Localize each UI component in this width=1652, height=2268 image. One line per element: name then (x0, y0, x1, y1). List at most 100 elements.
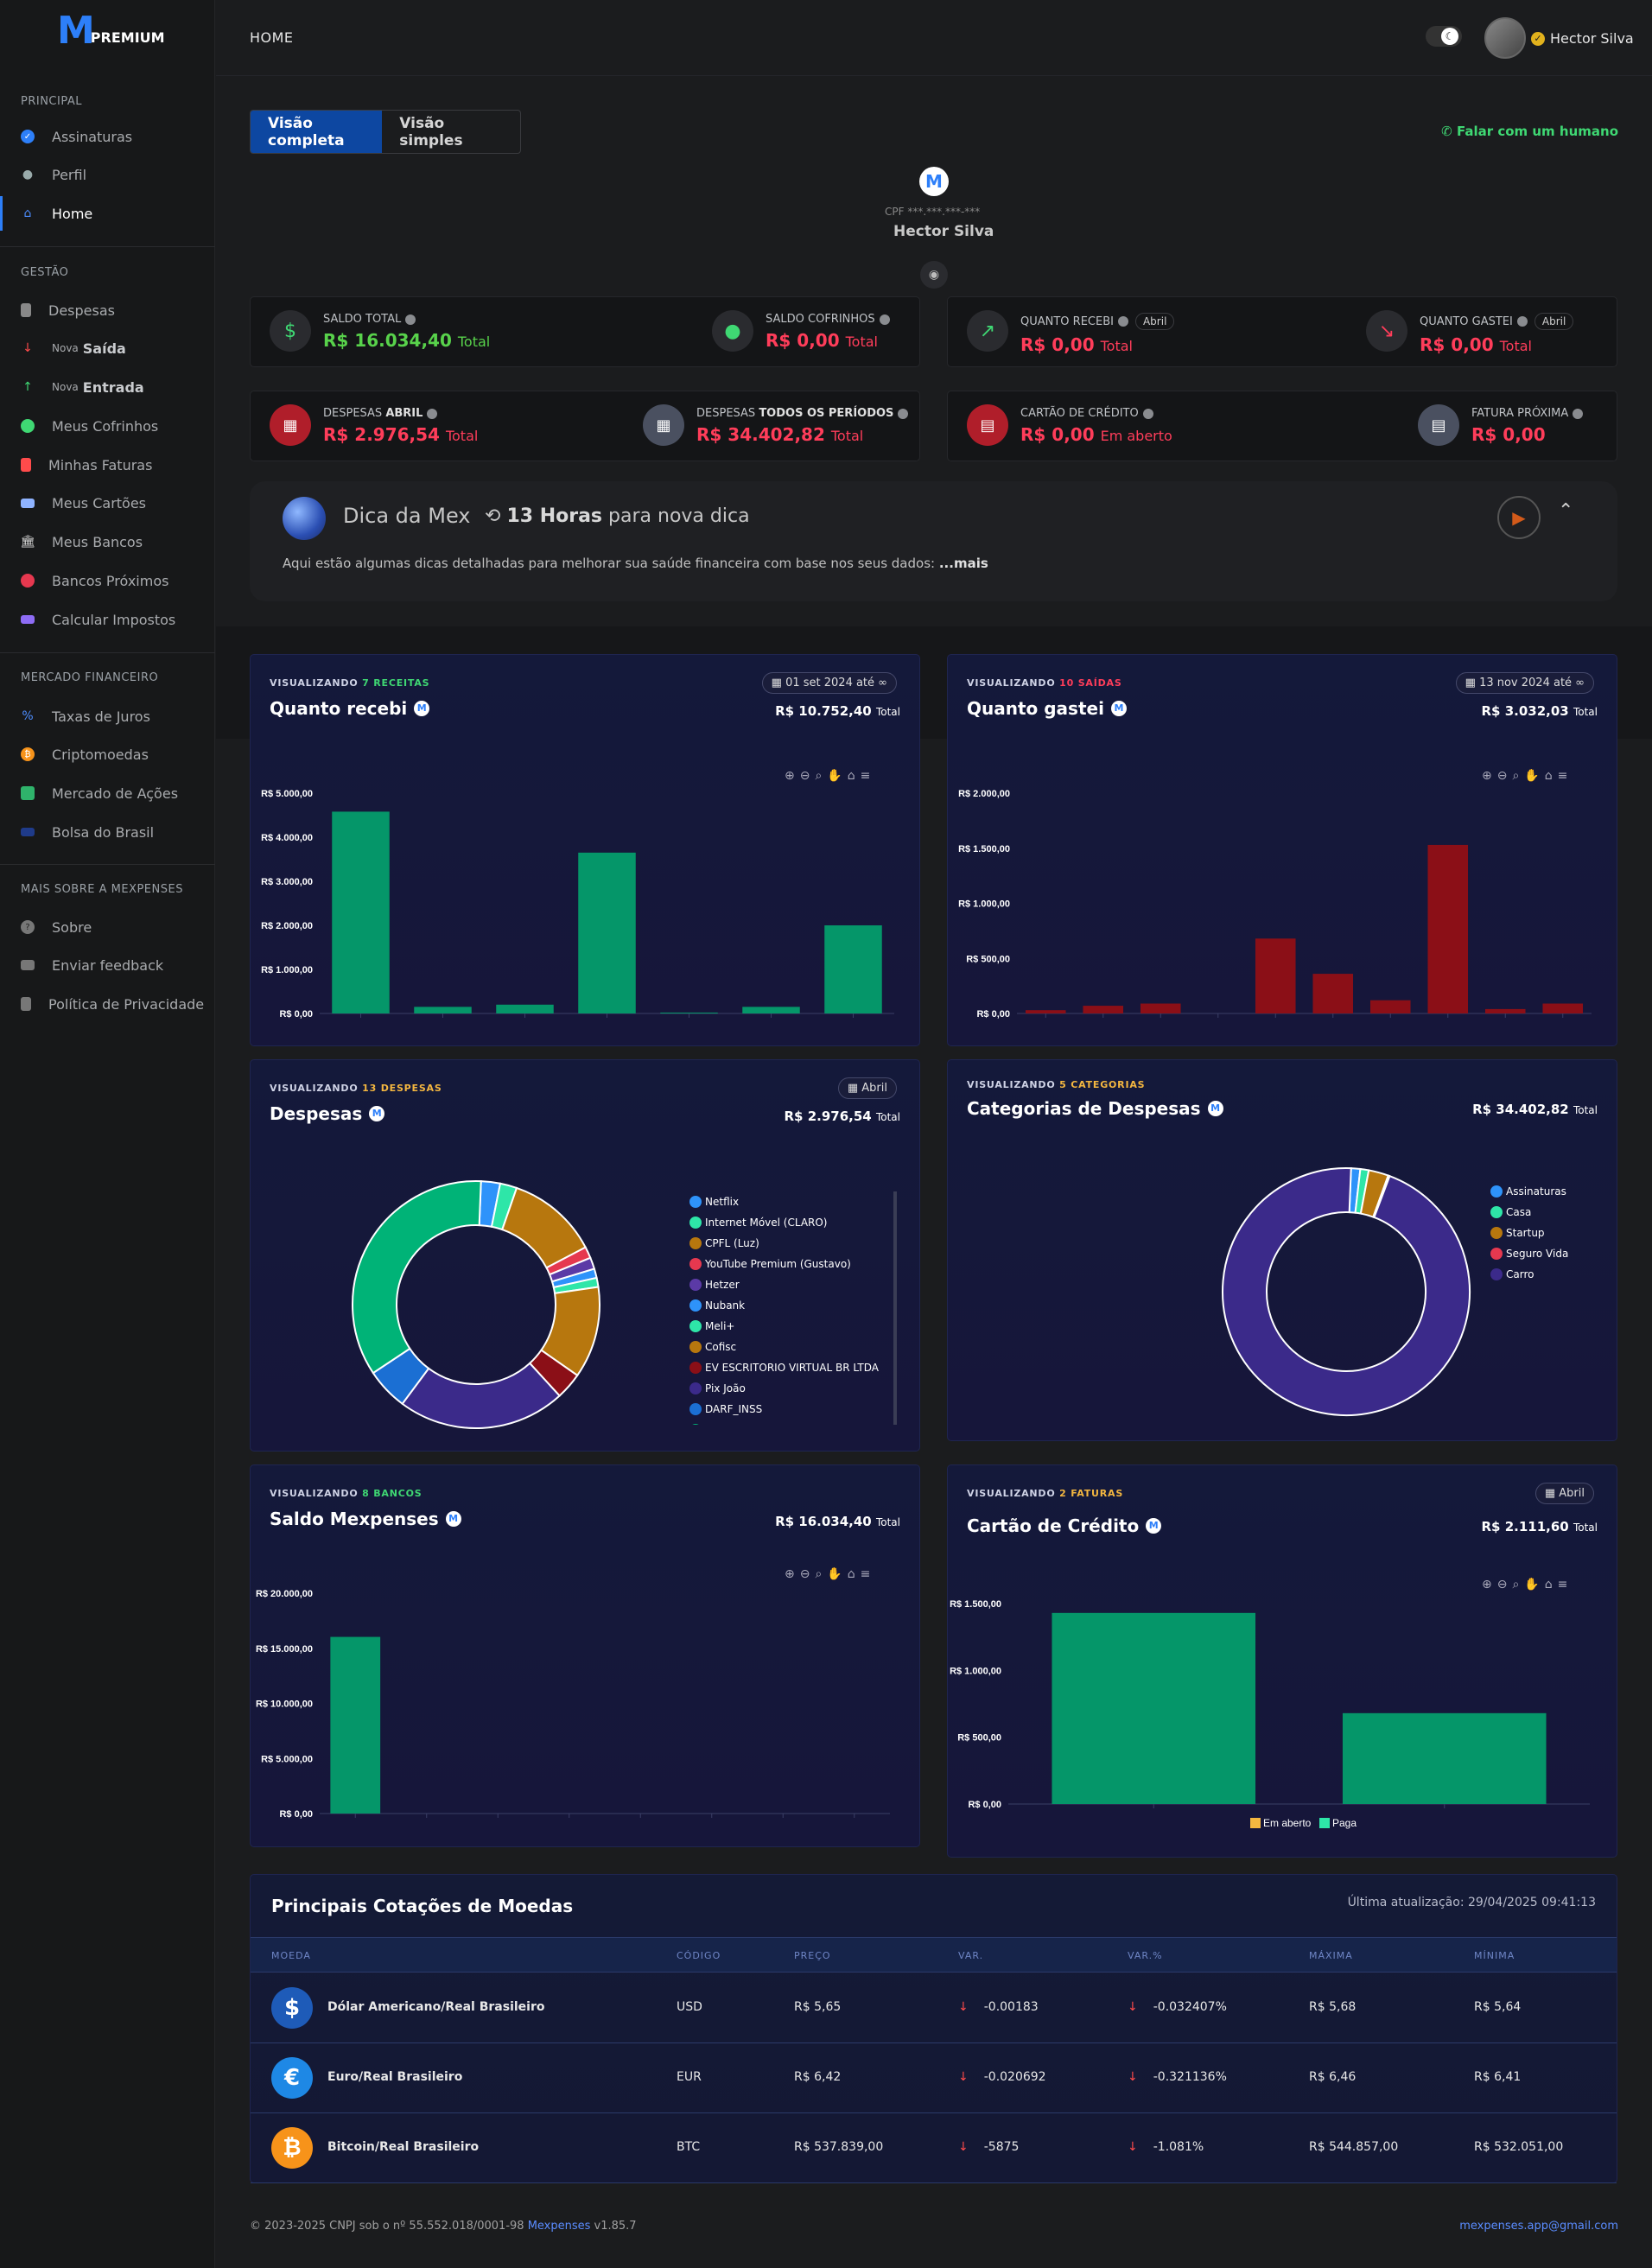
bar[interactable] (330, 1636, 381, 1814)
mex-icon[interactable]: M (445, 1511, 461, 1527)
reset-home-icon[interactable]: ⌂ (1544, 769, 1558, 783)
sidebar-item-faturas[interactable]: Minhas Faturas (0, 448, 215, 482)
zoom-icon[interactable]: ⌕ (1512, 769, 1525, 783)
zoom-icon[interactable]: ⌕ (1512, 1578, 1525, 1591)
bar[interactable] (414, 1007, 472, 1013)
legend-item[interactable]: Cofisc (689, 1337, 893, 1357)
bar[interactable] (578, 852, 636, 1013)
chart-toolbar[interactable]: ⊕⊖⌕✋⌂≡ (1482, 769, 1573, 783)
info-icon[interactable] (1573, 408, 1584, 419)
month-pill[interactable]: Abril (1134, 313, 1175, 330)
simple-view-button[interactable]: Visão simples (399, 114, 463, 149)
footer-email-link[interactable]: mexpenses.app@gmail.com (1459, 2220, 1618, 2233)
pan-icon[interactable]: ✋ (1524, 769, 1545, 783)
chart-legend[interactable]: Netflix Internet Móvel (CLARO) CPFL (Luz) Y… (689, 1191, 897, 1425)
chart-toolbar[interactable]: ⊕⊖⌕✋⌂≡ (1482, 1578, 1573, 1591)
zoom-out-icon[interactable]: ⊖ (799, 769, 816, 783)
reset-home-icon[interactable]: ⌂ (847, 769, 861, 783)
zoom-in-icon[interactable]: ⊕ (1482, 769, 1497, 783)
legend-item[interactable]: Startup (1490, 1223, 1611, 1243)
info-icon[interactable] (1117, 316, 1128, 327)
sidebar-item-nova-saida[interactable]: ↓ Nova Saída (0, 331, 215, 365)
talk-to-human-link[interactable]: ✆ Falar com um humano (1441, 124, 1618, 139)
sidebar-item-perfil[interactable]: ● Perfil (0, 157, 215, 192)
zoom-icon[interactable]: ⌕ (815, 1567, 828, 1581)
sidebar-item-bancos-proximos[interactable]: Bancos Próximos (0, 563, 215, 598)
app-logo[interactable]: M PREMIUM (57, 12, 165, 50)
zoom-in-icon[interactable]: ⊕ (1482, 1578, 1497, 1591)
table-row[interactable]: € Euro/Real Brasileiro EUR R$ 6,42 ↓ -0.02069… (251, 2043, 1617, 2113)
month-filter-pill[interactable]: ▦ Abril (1534, 1483, 1594, 1504)
legend-item[interactable]: Netflix (689, 1191, 893, 1212)
full-view-button[interactable]: Visão completa (251, 111, 383, 153)
legend-item[interactable]: Fiesta (689, 1420, 893, 1425)
avatar[interactable] (1484, 17, 1526, 59)
bar[interactable] (742, 1007, 800, 1013)
user-menu[interactable]: ✓ Hector Silva (1531, 30, 1634, 47)
sidebar-item-cofrinhos[interactable]: Meus Cofrinhos (0, 409, 215, 443)
legend-item[interactable]: Hetzer (689, 1274, 893, 1295)
sidebar-item-acoes[interactable]: Mercado de Ações (0, 776, 215, 810)
mex-icon[interactable]: M (1110, 701, 1127, 716)
menu-icon[interactable]: ≡ (860, 769, 876, 783)
zoom-icon[interactable]: ⌕ (815, 769, 828, 783)
info-icon[interactable] (1142, 408, 1153, 419)
legend-item[interactable]: Seguro Vida (1490, 1243, 1611, 1264)
mex-icon[interactable]: M (414, 701, 430, 716)
bar[interactable] (1140, 1003, 1181, 1013)
sidebar-item-cartoes[interactable]: Meus Cartões (0, 486, 215, 520)
bar[interactable] (1369, 1000, 1411, 1013)
play-button[interactable]: ▶ (1497, 496, 1541, 539)
legend-item[interactable]: Pix João (689, 1378, 893, 1399)
legend-item[interactable]: Internet Móvel (CLARO) (689, 1212, 893, 1233)
sidebar-item-impostos[interactable]: Calcular Impostos (0, 602, 215, 637)
table-row[interactable]: $ Dólar Americano/Real Brasileiro USD R$ 5,… (251, 1973, 1617, 2043)
bar[interactable] (1427, 844, 1469, 1013)
legend-label[interactable]: Paga (1332, 1817, 1357, 1829)
bar[interactable] (1255, 938, 1296, 1013)
mex-icon[interactable]: M (1207, 1101, 1223, 1116)
sidebar-item-cripto[interactable]: ₿ Criptomoedas (0, 737, 215, 772)
zoom-out-icon[interactable]: ⊖ (1496, 1578, 1513, 1591)
zoom-in-icon[interactable]: ⊕ (785, 1567, 800, 1581)
sidebar-item-nova-entrada[interactable]: ↑ Nova Entrada (0, 370, 215, 404)
sidebar-item-sobre[interactable]: ? Sobre (0, 910, 215, 944)
info-icon[interactable] (898, 408, 909, 419)
sidebar-item-despesas[interactable]: Despesas (0, 293, 215, 327)
footer-brand-link[interactable]: Mexpenses (527, 2220, 591, 2233)
bar[interactable] (1052, 1612, 1256, 1804)
info-icon[interactable] (405, 314, 416, 325)
sidebar-item-home[interactable]: ⌂ Home (0, 196, 215, 231)
legend-item[interactable]: Nubank (689, 1295, 893, 1316)
zoom-out-icon[interactable]: ⊖ (1496, 769, 1513, 783)
sidebar-item-bancos[interactable]: 🏛 Meus Bancos (0, 524, 215, 559)
pie-slice[interactable] (1222, 1167, 1471, 1416)
theme-toggle[interactable]: ☾ (1426, 26, 1462, 47)
legend-label[interactable]: Em aberto (1263, 1817, 1312, 1829)
collapse-button[interactable]: ⌃ (1558, 500, 1573, 522)
bar[interactable] (824, 925, 882, 1013)
chart-toolbar[interactable]: ⊕⊖⌕✋⌂≡ (785, 1567, 875, 1581)
bar[interactable] (1342, 1712, 1547, 1804)
table-row[interactable]: ₿ Bitcoin/Real Brasileiro BTC R$ 537.839,00… (251, 2113, 1617, 2183)
info-icon[interactable] (427, 408, 438, 419)
date-filter-pill[interactable]: ▦ 13 nov 2024 até ∞ (1455, 672, 1594, 694)
month-filter-pill[interactable]: ▦ Abril (837, 1077, 897, 1099)
toggle-visibility-button[interactable]: ◉ (920, 261, 948, 289)
menu-icon[interactable]: ≡ (860, 1567, 876, 1581)
menu-icon[interactable]: ≡ (1557, 1578, 1573, 1591)
bar[interactable] (1083, 1006, 1124, 1013)
bar[interactable] (1312, 974, 1354, 1013)
pan-icon[interactable]: ✋ (827, 1567, 848, 1581)
date-filter-pill[interactable]: ▦ 01 set 2024 até ∞ (761, 672, 897, 694)
bar[interactable] (1025, 1010, 1066, 1013)
bar[interactable] (332, 811, 390, 1013)
legend-item[interactable]: Meli+ (689, 1316, 893, 1337)
tip-more-link[interactable]: ...mais (938, 556, 988, 571)
pan-icon[interactable]: ✋ (1524, 1578, 1545, 1591)
bar[interactable] (1484, 1008, 1526, 1013)
sidebar-item-bolsa[interactable]: Bolsa do Brasil (0, 815, 215, 849)
legend-item[interactable]: Casa (1490, 1202, 1611, 1223)
legend-item[interactable]: Carro (1490, 1264, 1611, 1285)
sidebar-item-assinaturas[interactable]: ✓ Assinaturas (0, 119, 215, 154)
